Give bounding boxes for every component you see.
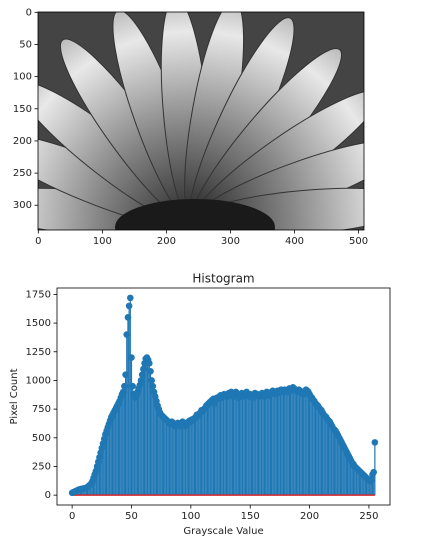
y-tick-label: 1750 [26,289,51,300]
y-tick-label: 300 [13,200,32,211]
x-tick-label: 0 [35,236,41,247]
marker [122,371,129,379]
y-tick-label: 1500 [26,318,51,329]
y-tick-label: 100 [13,72,32,83]
y-tick-label: 750 [32,404,51,415]
marker [370,468,377,476]
x-axis-label: Grayscale Value [183,526,263,537]
marker [371,439,379,446]
x-tick-label: 0 [69,511,75,522]
marker [146,359,153,367]
x-tick-label: 300 [221,236,240,247]
marker [119,388,127,396]
marker [124,314,132,321]
marker [147,367,154,375]
x-tick-label: 150 [241,511,260,522]
y-tick-label: 50 [19,39,32,50]
marker [123,331,131,338]
y-tick-label: 1250 [26,347,51,358]
y-axis-label: Pixel Count [9,368,20,424]
y-tick-label: 0 [26,7,32,18]
x-tick-label: 50 [125,511,138,522]
marker [138,371,146,379]
x-tick-label: 250 [359,511,378,522]
chart-title: Histogram [192,272,254,286]
marker [125,302,133,310]
marker [137,377,145,384]
y-tick-label: 150 [13,104,32,115]
x-tick-label: 500 [349,236,368,247]
axes-frame [56,287,391,506]
marker [129,382,136,390]
y-tick-label: 250 [13,168,32,179]
y-tick-label: 500 [32,433,51,444]
photo [38,12,364,230]
x-tick-label: 400 [285,236,304,247]
axes-frame [37,11,365,231]
x-tick-label: 100 [181,511,200,522]
marker [127,294,134,302]
marker [121,382,128,390]
marker [128,354,135,361]
y-tick-label: 0 [45,490,51,501]
marker [368,476,375,484]
y-tick-label: 250 [32,461,51,472]
x-tick-label: 200 [300,511,319,522]
x-tick-label: 100 [93,236,112,247]
y-tick-label: 1000 [26,375,51,386]
marker [148,377,155,384]
marker [149,382,157,390]
x-tick-label: 200 [157,236,176,247]
marker [140,365,147,373]
y-tick-label: 200 [13,136,32,147]
